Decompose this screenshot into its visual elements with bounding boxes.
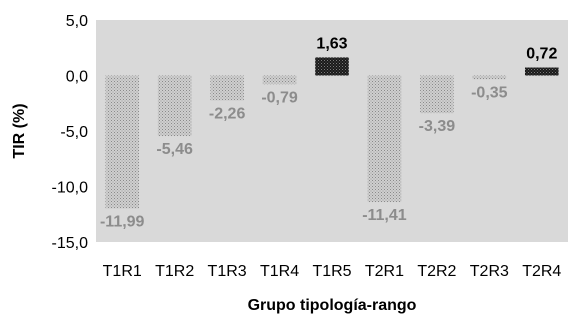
x-tick-label-t1r5: T1R5 [312,263,351,280]
x-tick-label-t2r1: T2R1 [365,263,404,280]
y-axis-title: TIR (%) [11,103,28,158]
bar-t1r1 [105,75,140,209]
data-label-t1r1: -11,99 [100,214,145,231]
data-label-t1r5: 1,63 [316,35,347,52]
data-label-t1r2: -5,46 [156,141,193,158]
data-label-t2r1: -11,41 [362,207,407,224]
data-label-t1r3: -2,26 [209,106,246,123]
y-tick-label: -5,0 [60,124,88,141]
bar-t1r3 [210,75,244,101]
x-tick-label-t1r2: T1R2 [155,263,194,280]
x-tick-label-t2r2: T2R2 [417,263,456,280]
bar-t2r1 [367,75,402,203]
data-label-t2r2: -3,39 [419,118,456,135]
y-tick-label: -10,0 [52,180,89,197]
x-tick-label-t1r4: T1R4 [260,263,299,280]
bar-t1r5 [315,57,349,76]
x-tick-label-t2r3: T2R3 [470,263,509,280]
data-label-t2r3: -0,35 [471,84,508,101]
y-tick-label: 5,0 [66,13,88,30]
x-tick-label-t2r4: T2R4 [522,263,561,280]
y-tick-label: 0,0 [66,69,88,86]
bar-t1r4 [262,75,297,85]
data-label-t2r4: 0,72 [526,46,557,63]
x-tick-label-t1r1: T1R1 [103,263,142,280]
y-tick-label: -15,0 [52,235,89,252]
data-label-t1r4: -0,79 [261,89,298,106]
bar-t2r4 [524,67,559,76]
bar-t2r2 [420,75,454,114]
bar-t2r3 [472,75,507,80]
x-tick-label-t1r3: T1R3 [208,263,247,280]
x-axis-title: Grupo tipología-rango [248,297,417,314]
bar-t1r2 [157,75,192,137]
